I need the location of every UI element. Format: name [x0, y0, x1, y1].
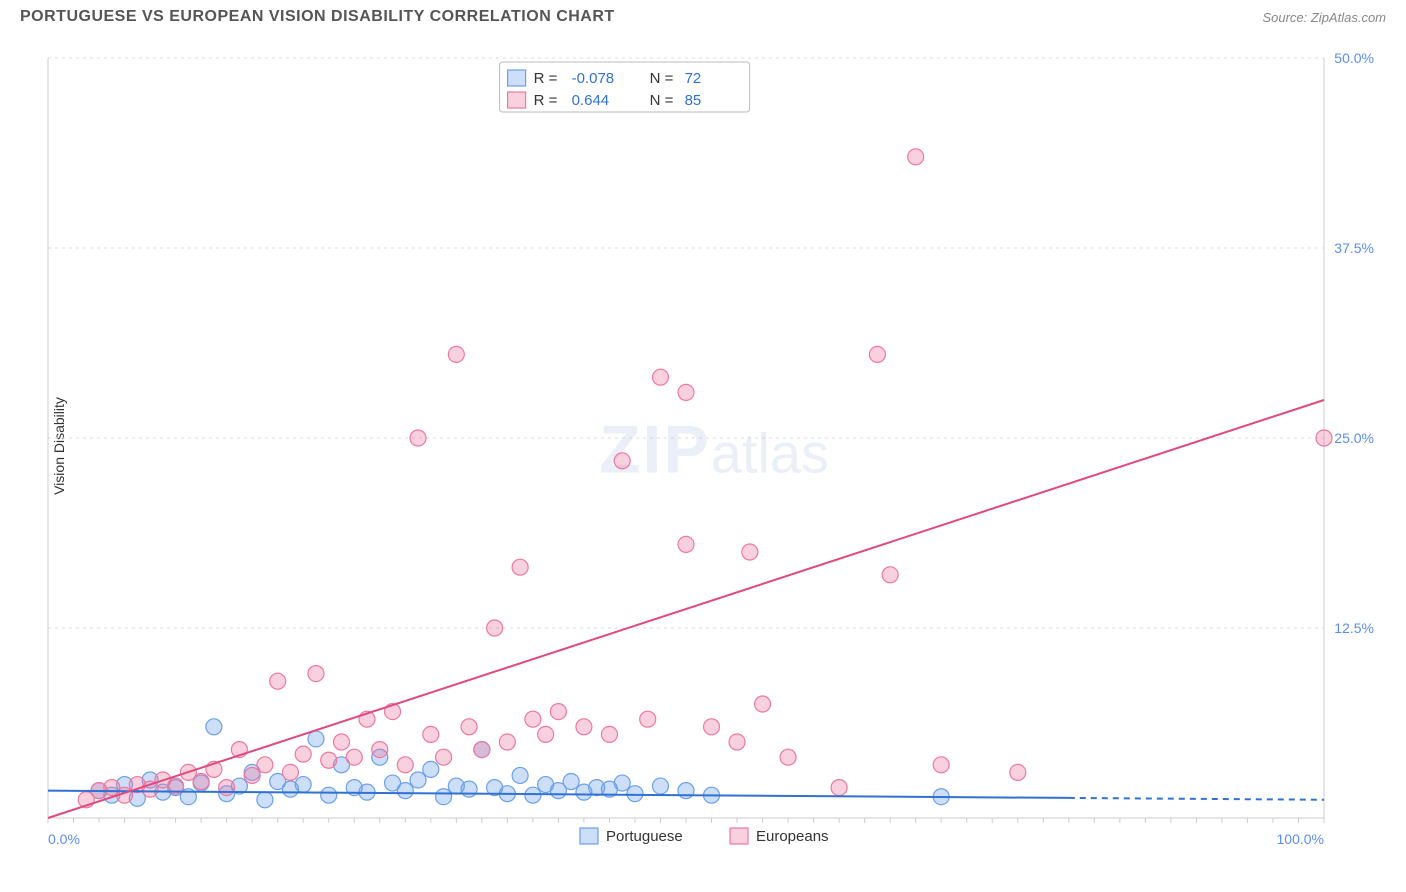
data-point	[831, 780, 847, 796]
data-point	[487, 620, 503, 636]
data-point	[333, 734, 349, 750]
data-point	[436, 749, 452, 765]
data-point	[257, 792, 273, 808]
data-point	[270, 673, 286, 689]
data-point	[461, 719, 477, 735]
data-point	[295, 746, 311, 762]
data-point	[550, 704, 566, 720]
data-point	[423, 761, 439, 777]
legend-bottom: Portuguese Europeans	[580, 828, 829, 845]
data-point	[372, 742, 388, 758]
y-tick-label: 12.5%	[1334, 620, 1374, 636]
data-point	[678, 536, 694, 552]
svg-text:0.0%: 0.0%	[48, 831, 80, 847]
data-point	[1316, 430, 1332, 446]
data-point	[474, 742, 490, 758]
svg-text:-0.078: -0.078	[572, 70, 615, 87]
data-point	[321, 752, 337, 768]
svg-text:N =: N =	[650, 70, 674, 87]
data-point	[525, 787, 541, 803]
data-point	[282, 764, 298, 780]
data-point	[397, 783, 413, 799]
data-point	[244, 767, 260, 783]
data-point	[512, 767, 528, 783]
data-point	[755, 696, 771, 712]
data-point	[308, 731, 324, 747]
data-point	[563, 774, 579, 790]
data-point	[525, 711, 541, 727]
legend-top: R = -0.078 N = 72 R = 0.644 N = 85	[500, 62, 750, 112]
y-tick-label: 50.0%	[1334, 50, 1374, 66]
data-point	[257, 757, 273, 773]
data-point	[538, 726, 554, 742]
svg-text:72: 72	[685, 70, 702, 87]
svg-text:N =: N =	[650, 92, 674, 109]
svg-text:ZIPatlas: ZIPatlas	[599, 412, 829, 488]
data-point	[308, 666, 324, 682]
data-point	[704, 719, 720, 735]
data-point	[652, 369, 668, 385]
data-point	[448, 346, 464, 362]
data-point	[499, 734, 515, 750]
data-point	[295, 777, 311, 793]
data-point	[678, 384, 694, 400]
svg-text:0.644: 0.644	[572, 92, 610, 109]
data-point	[742, 544, 758, 560]
data-point	[729, 734, 745, 750]
data-point	[614, 775, 630, 791]
data-point	[882, 567, 898, 583]
chart-area: ZIPatlas 12.5% 25.0% 37.5% 50.0% 0.0% 100.0% R …	[44, 38, 1384, 858]
data-point	[780, 749, 796, 765]
data-point	[423, 726, 439, 742]
data-point	[410, 772, 426, 788]
svg-text:85: 85	[685, 92, 702, 109]
data-point	[601, 726, 617, 742]
data-point	[933, 757, 949, 773]
data-point	[193, 774, 209, 790]
svg-text:100.0%: 100.0%	[1277, 831, 1324, 847]
source-label: Source: ZipAtlas.com	[1262, 10, 1386, 25]
data-point	[908, 149, 924, 165]
data-point	[652, 778, 668, 794]
data-point	[410, 430, 426, 446]
data-point	[346, 749, 362, 765]
y-tick-label: 37.5%	[1334, 240, 1374, 256]
svg-text:Europeans: Europeans	[756, 828, 829, 845]
data-point	[397, 757, 413, 773]
data-point	[436, 789, 452, 805]
data-point	[576, 719, 592, 735]
scatter-chart: ZIPatlas 12.5% 25.0% 37.5% 50.0% 0.0% 100.0% R …	[44, 38, 1384, 858]
data-point	[614, 453, 630, 469]
data-point	[321, 787, 337, 803]
data-point	[640, 711, 656, 727]
svg-text:R =: R =	[534, 70, 558, 87]
data-point	[869, 346, 885, 362]
data-point	[219, 780, 235, 796]
data-point	[1010, 764, 1026, 780]
data-point	[512, 559, 528, 575]
data-point	[461, 781, 477, 797]
chart-title: PORTUGUESE VS EUROPEAN VISION DISABILITY…	[20, 8, 615, 26]
svg-text:Portuguese: Portuguese	[606, 828, 683, 845]
svg-text:R =: R =	[534, 92, 558, 109]
y-tick-label: 25.0%	[1334, 430, 1374, 446]
data-point	[627, 786, 643, 802]
data-point	[206, 719, 222, 735]
